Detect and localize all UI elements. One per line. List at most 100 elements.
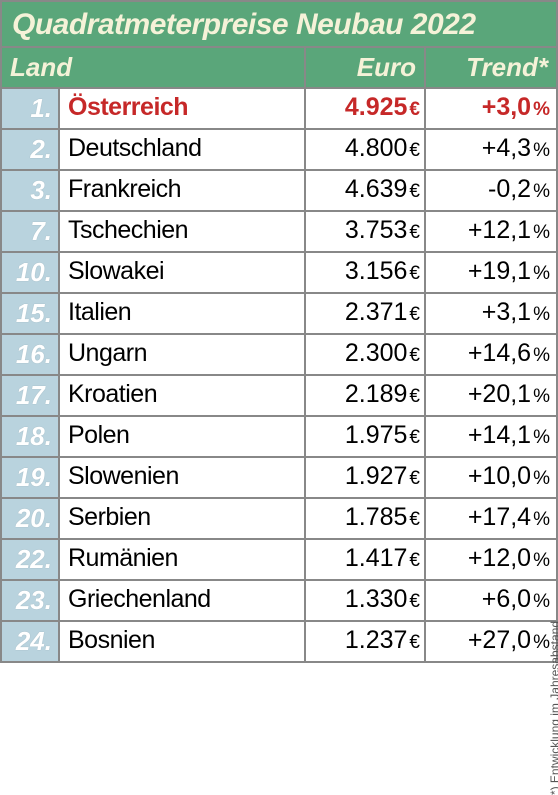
trend-value: +6,0: [482, 585, 531, 613]
percent-symbol: %: [533, 386, 550, 407]
euro-value: 3.753: [345, 216, 408, 244]
rank-cell: 10.: [2, 253, 60, 292]
trend-value: +19,1: [468, 257, 531, 285]
country-cell: Kroatien: [60, 376, 306, 415]
trend-value: +12,1: [468, 216, 531, 244]
euro-cell: 2.300€: [306, 335, 426, 374]
trend-cell: +27,0%: [426, 622, 556, 661]
percent-symbol: %: [533, 345, 550, 366]
table-body: 1.Österreich4.925€+3,0%2.Deutschland4.80…: [2, 89, 556, 661]
col-header-trend: Trend*: [426, 48, 556, 87]
euro-cell: 3.753€: [306, 212, 426, 251]
country-cell: Frankreich: [60, 171, 306, 210]
percent-symbol: %: [533, 222, 550, 243]
country-cell: Bosnien: [60, 622, 306, 661]
rank-cell: 23.: [2, 581, 60, 620]
euro-value: 1.785: [345, 503, 408, 531]
euro-symbol: €: [409, 345, 420, 366]
trend-cell: +12,1%: [426, 212, 556, 251]
table-row: 7.Tschechien3.753€+12,1%: [2, 212, 556, 253]
euro-value: 1.417: [345, 544, 408, 572]
country-cell: Slowenien: [60, 458, 306, 497]
table-row: 22.Rumänien1.417€+12,0%: [2, 540, 556, 581]
percent-symbol: %: [533, 99, 550, 120]
table-row: 18.Polen1.975€+14,1%: [2, 417, 556, 458]
euro-cell: 1.417€: [306, 540, 426, 579]
euro-value: 2.189: [345, 380, 408, 408]
country-cell: Polen: [60, 417, 306, 456]
percent-symbol: %: [533, 181, 550, 202]
trend-cell: +14,6%: [426, 335, 556, 374]
col-header-euro: Euro: [306, 48, 426, 87]
percent-symbol: %: [533, 468, 550, 489]
trend-value: +20,1: [468, 380, 531, 408]
rank-cell: 20.: [2, 499, 60, 538]
table-row: 17.Kroatien 2.189€ +20,1%: [2, 376, 556, 417]
euro-symbol: €: [409, 509, 420, 530]
euro-cell: 4.925€: [306, 89, 426, 128]
table-row: 2.Deutschland4.800€+4,3%: [2, 130, 556, 171]
euro-value: 2.371: [345, 298, 408, 326]
euro-cell: 3.156€: [306, 253, 426, 292]
euro-cell: 1.237€: [306, 622, 426, 661]
rank-cell: 22.: [2, 540, 60, 579]
trend-value: +27,0: [468, 626, 531, 654]
euro-value: 1.927: [345, 462, 408, 490]
euro-symbol: €: [409, 140, 420, 161]
country-cell: Griechenland: [60, 581, 306, 620]
euro-symbol: €: [409, 99, 420, 120]
euro-cell: 1.975€: [306, 417, 426, 456]
table-title: Quadratmeterpreise Neubau 2022: [2, 2, 556, 48]
table-row: 19.Slowenien1.927€+10,0%: [2, 458, 556, 499]
trend-cell: +19,1%: [426, 253, 556, 292]
euro-symbol: €: [409, 386, 420, 407]
euro-value: 4.800: [345, 134, 408, 162]
table-row: 1.Österreich4.925€+3,0%: [2, 89, 556, 130]
rank-cell: 15.: [2, 294, 60, 333]
rank-cell: 19.: [2, 458, 60, 497]
trend-value: +3,1: [482, 298, 531, 326]
country-cell: Deutschland: [60, 130, 306, 169]
trend-cell: +10,0%: [426, 458, 556, 497]
table-header-row: Land Euro Trend*: [2, 48, 556, 89]
euro-symbol: €: [409, 304, 420, 325]
euro-value: 1.330: [345, 585, 408, 613]
euro-symbol: €: [409, 222, 420, 243]
table-row: 24.Bosnien1.237€+27,0%: [2, 622, 556, 661]
country-cell: Ungarn: [60, 335, 306, 374]
trend-value: +14,1: [468, 421, 531, 449]
table-row: 20.Serbien1.785€+17,4%: [2, 499, 556, 540]
euro-value: 1.975: [345, 421, 408, 449]
euro-symbol: €: [409, 263, 420, 284]
euro-value: 2.300: [345, 339, 408, 367]
col-header-land: Land: [2, 48, 306, 87]
rank-cell: 17.: [2, 376, 60, 415]
trend-value: -0,2: [488, 175, 531, 203]
trend-value: +17,4: [468, 503, 531, 531]
trend-value: +10,0: [468, 462, 531, 490]
trend-cell: +14,1%: [426, 417, 556, 456]
euro-symbol: €: [409, 632, 420, 653]
trend-cell: +6,0%: [426, 581, 556, 620]
country-cell: Österreich: [60, 89, 306, 128]
euro-cell: 1.785€: [306, 499, 426, 538]
euro-cell: 4.639€: [306, 171, 426, 210]
trend-cell: +17,4%: [426, 499, 556, 538]
euro-cell: 4.800€: [306, 130, 426, 169]
table-row: 16.Ungarn2.300€+14,6%: [2, 335, 556, 376]
country-cell: Tschechien: [60, 212, 306, 251]
trend-value: +12,0: [468, 544, 531, 572]
rank-cell: 1.: [2, 89, 60, 128]
country-cell: Rumänien: [60, 540, 306, 579]
euro-cell: 1.927€: [306, 458, 426, 497]
euro-value: 4.639: [345, 175, 408, 203]
euro-value: 4.925: [345, 93, 408, 121]
trend-cell: +20,1%: [426, 376, 556, 415]
rank-cell: 18.: [2, 417, 60, 456]
trend-value: +3,0: [482, 93, 531, 121]
percent-symbol: %: [533, 304, 550, 325]
trend-value: +4,3: [482, 134, 531, 162]
euro-symbol: €: [409, 468, 420, 489]
country-cell: Italien: [60, 294, 306, 333]
percent-symbol: %: [533, 263, 550, 284]
